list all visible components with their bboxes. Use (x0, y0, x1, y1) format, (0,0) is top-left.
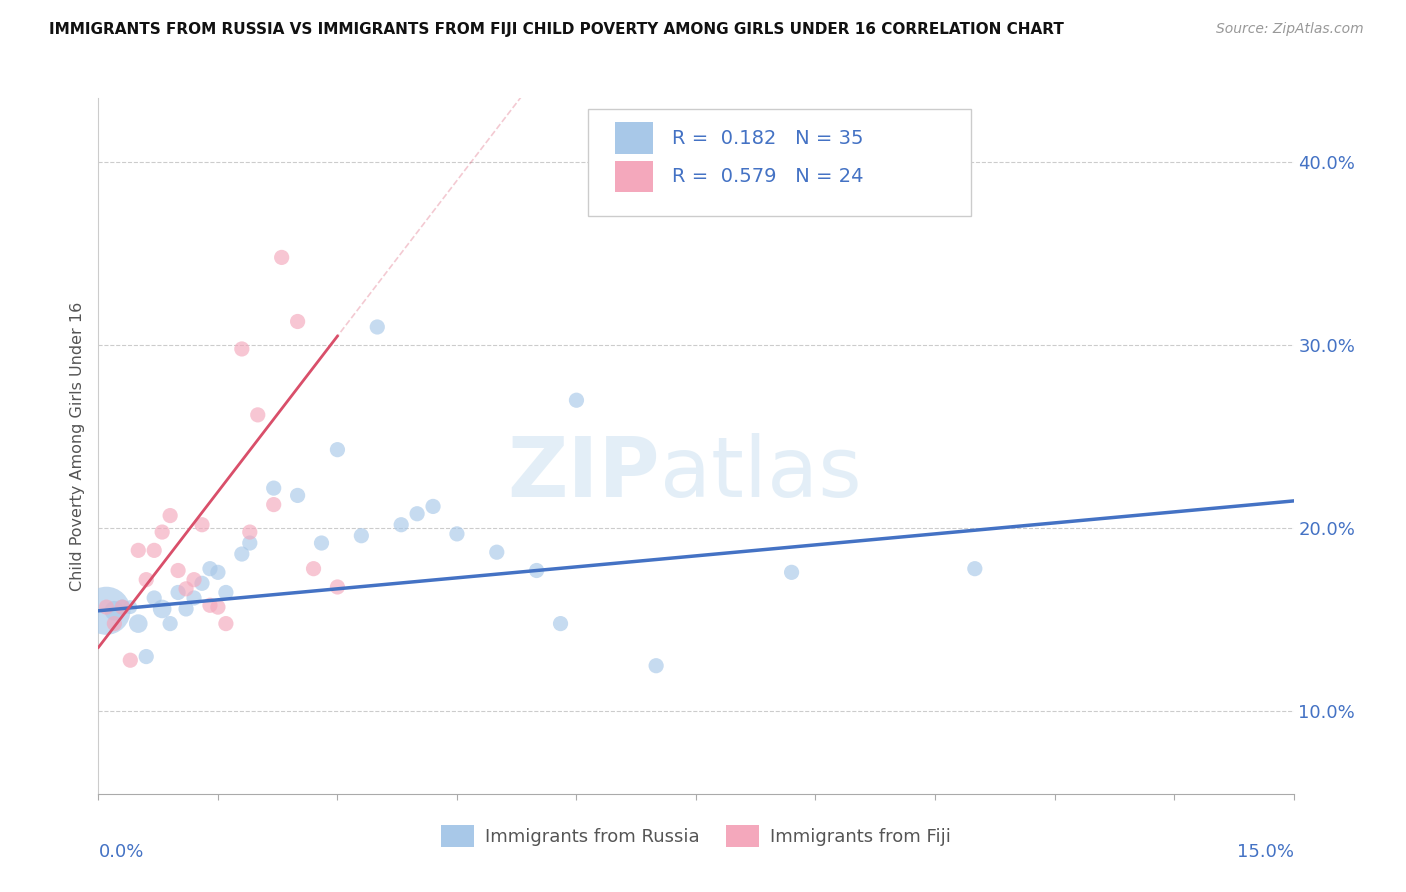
Point (96, 604, 118, 618)
Point (159, 508, 181, 523)
Point (159, 616, 181, 631)
Point (263, 481, 285, 495)
Point (326, 580, 349, 594)
Point (207, 566, 229, 580)
Point (485, 545, 508, 559)
Point (96, 600, 118, 615)
Point (246, 408, 269, 422)
FancyBboxPatch shape (614, 122, 652, 153)
Point (143, 543, 166, 558)
Point (135, 573, 157, 587)
Point (963, 562, 986, 576)
Point (645, 658, 668, 673)
Text: IMMIGRANTS FROM RUSSIA VS IMMIGRANTS FROM FIJI CHILD POVERTY AMONG GIRLS UNDER 1: IMMIGRANTS FROM RUSSIA VS IMMIGRANTS FRO… (49, 22, 1064, 37)
Point (127, 543, 149, 558)
Point (198, 562, 221, 576)
Point (120, 653, 142, 667)
Point (231, 342, 253, 356)
Point (167, 585, 190, 599)
Point (239, 536, 262, 550)
Text: Source: ZipAtlas.com: Source: ZipAtlas.com (1216, 22, 1364, 37)
Point (111, 600, 134, 615)
Point (103, 604, 125, 618)
Point (111, 600, 134, 615)
Point (311, 536, 333, 550)
Text: 0.0%: 0.0% (98, 843, 143, 861)
Point (174, 602, 197, 616)
Point (215, 585, 238, 599)
Point (150, 602, 173, 616)
Text: 15.0%: 15.0% (1236, 843, 1294, 861)
Text: atlas: atlas (661, 434, 862, 515)
Point (350, 529, 373, 543)
FancyBboxPatch shape (589, 109, 972, 217)
Point (135, 649, 157, 664)
Point (366, 320, 388, 334)
Point (389, 517, 412, 532)
Point (215, 616, 238, 631)
Point (287, 488, 309, 502)
Point (446, 527, 468, 541)
Point (406, 507, 429, 521)
Point (143, 591, 166, 605)
Point (207, 600, 229, 615)
Point (422, 500, 444, 514)
Point (239, 524, 262, 539)
Point (550, 616, 572, 631)
Point (287, 314, 309, 328)
Point (198, 599, 221, 613)
Text: R =  0.579   N = 24: R = 0.579 N = 24 (672, 167, 863, 186)
Point (302, 562, 325, 576)
FancyBboxPatch shape (614, 161, 652, 192)
Point (191, 576, 214, 591)
Point (263, 498, 285, 512)
Point (191, 517, 214, 532)
Point (174, 582, 197, 596)
Point (183, 573, 205, 587)
Point (167, 564, 190, 578)
Y-axis label: Child Poverty Among Girls Under 16: Child Poverty Among Girls Under 16 (69, 301, 84, 591)
Point (526, 564, 548, 578)
Point (565, 393, 588, 408)
Point (231, 547, 253, 561)
Point (326, 442, 349, 457)
Text: R =  0.182   N = 35: R = 0.182 N = 35 (672, 129, 863, 148)
Point (780, 566, 803, 580)
Point (270, 251, 292, 265)
Point (150, 524, 173, 539)
Point (183, 591, 205, 605)
Legend: Immigrants from Russia, Immigrants from Fiji: Immigrants from Russia, Immigrants from … (434, 818, 957, 855)
Point (120, 600, 142, 615)
Point (103, 616, 125, 631)
Point (127, 616, 149, 631)
Text: ZIP: ZIP (508, 434, 661, 515)
